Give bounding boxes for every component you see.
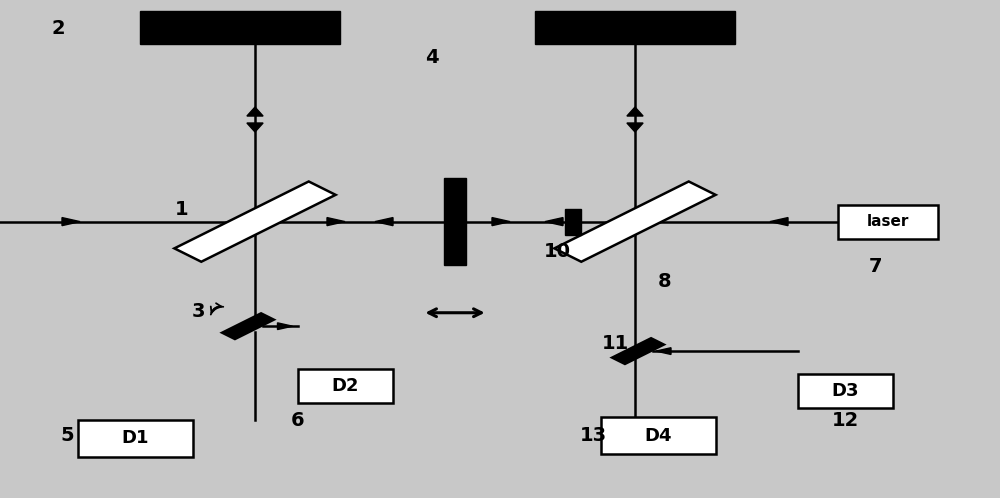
Text: 5: 5 <box>60 426 74 445</box>
Polygon shape <box>492 218 510 226</box>
Bar <box>838 205 938 239</box>
Bar <box>298 369 392 403</box>
Text: 7: 7 <box>868 257 882 276</box>
Text: 12: 12 <box>831 411 859 430</box>
Polygon shape <box>375 218 393 226</box>
Text: D2: D2 <box>331 377 359 395</box>
Text: 10: 10 <box>544 242 570 261</box>
Text: 11: 11 <box>601 334 629 353</box>
Text: 2: 2 <box>51 19 65 38</box>
Polygon shape <box>277 323 292 330</box>
Polygon shape <box>554 181 716 262</box>
Text: 9: 9 <box>540 19 554 38</box>
Text: 3: 3 <box>191 302 205 321</box>
Text: 1: 1 <box>175 200 189 219</box>
Bar <box>140 11 340 43</box>
Text: laser: laser <box>867 214 909 229</box>
Text: 8: 8 <box>658 272 672 291</box>
Polygon shape <box>247 123 263 132</box>
Text: D3: D3 <box>831 382 859 400</box>
Polygon shape <box>627 123 643 132</box>
Bar <box>600 417 716 454</box>
Bar <box>798 374 893 408</box>
Bar <box>444 178 466 265</box>
Polygon shape <box>612 338 664 364</box>
Polygon shape <box>174 181 336 262</box>
Text: 4: 4 <box>425 48 439 67</box>
Text: D4: D4 <box>644 427 672 445</box>
Bar <box>535 11 735 43</box>
Polygon shape <box>545 218 563 226</box>
Polygon shape <box>770 218 788 226</box>
Polygon shape <box>327 218 345 226</box>
Bar <box>78 419 192 457</box>
Polygon shape <box>222 313 274 339</box>
Polygon shape <box>62 218 80 226</box>
Text: D1: D1 <box>121 429 149 447</box>
Polygon shape <box>627 107 643 116</box>
Polygon shape <box>247 107 263 116</box>
Polygon shape <box>656 348 671 355</box>
Text: 6: 6 <box>291 411 305 430</box>
Bar <box>565 209 581 235</box>
Text: 13: 13 <box>579 426 607 445</box>
